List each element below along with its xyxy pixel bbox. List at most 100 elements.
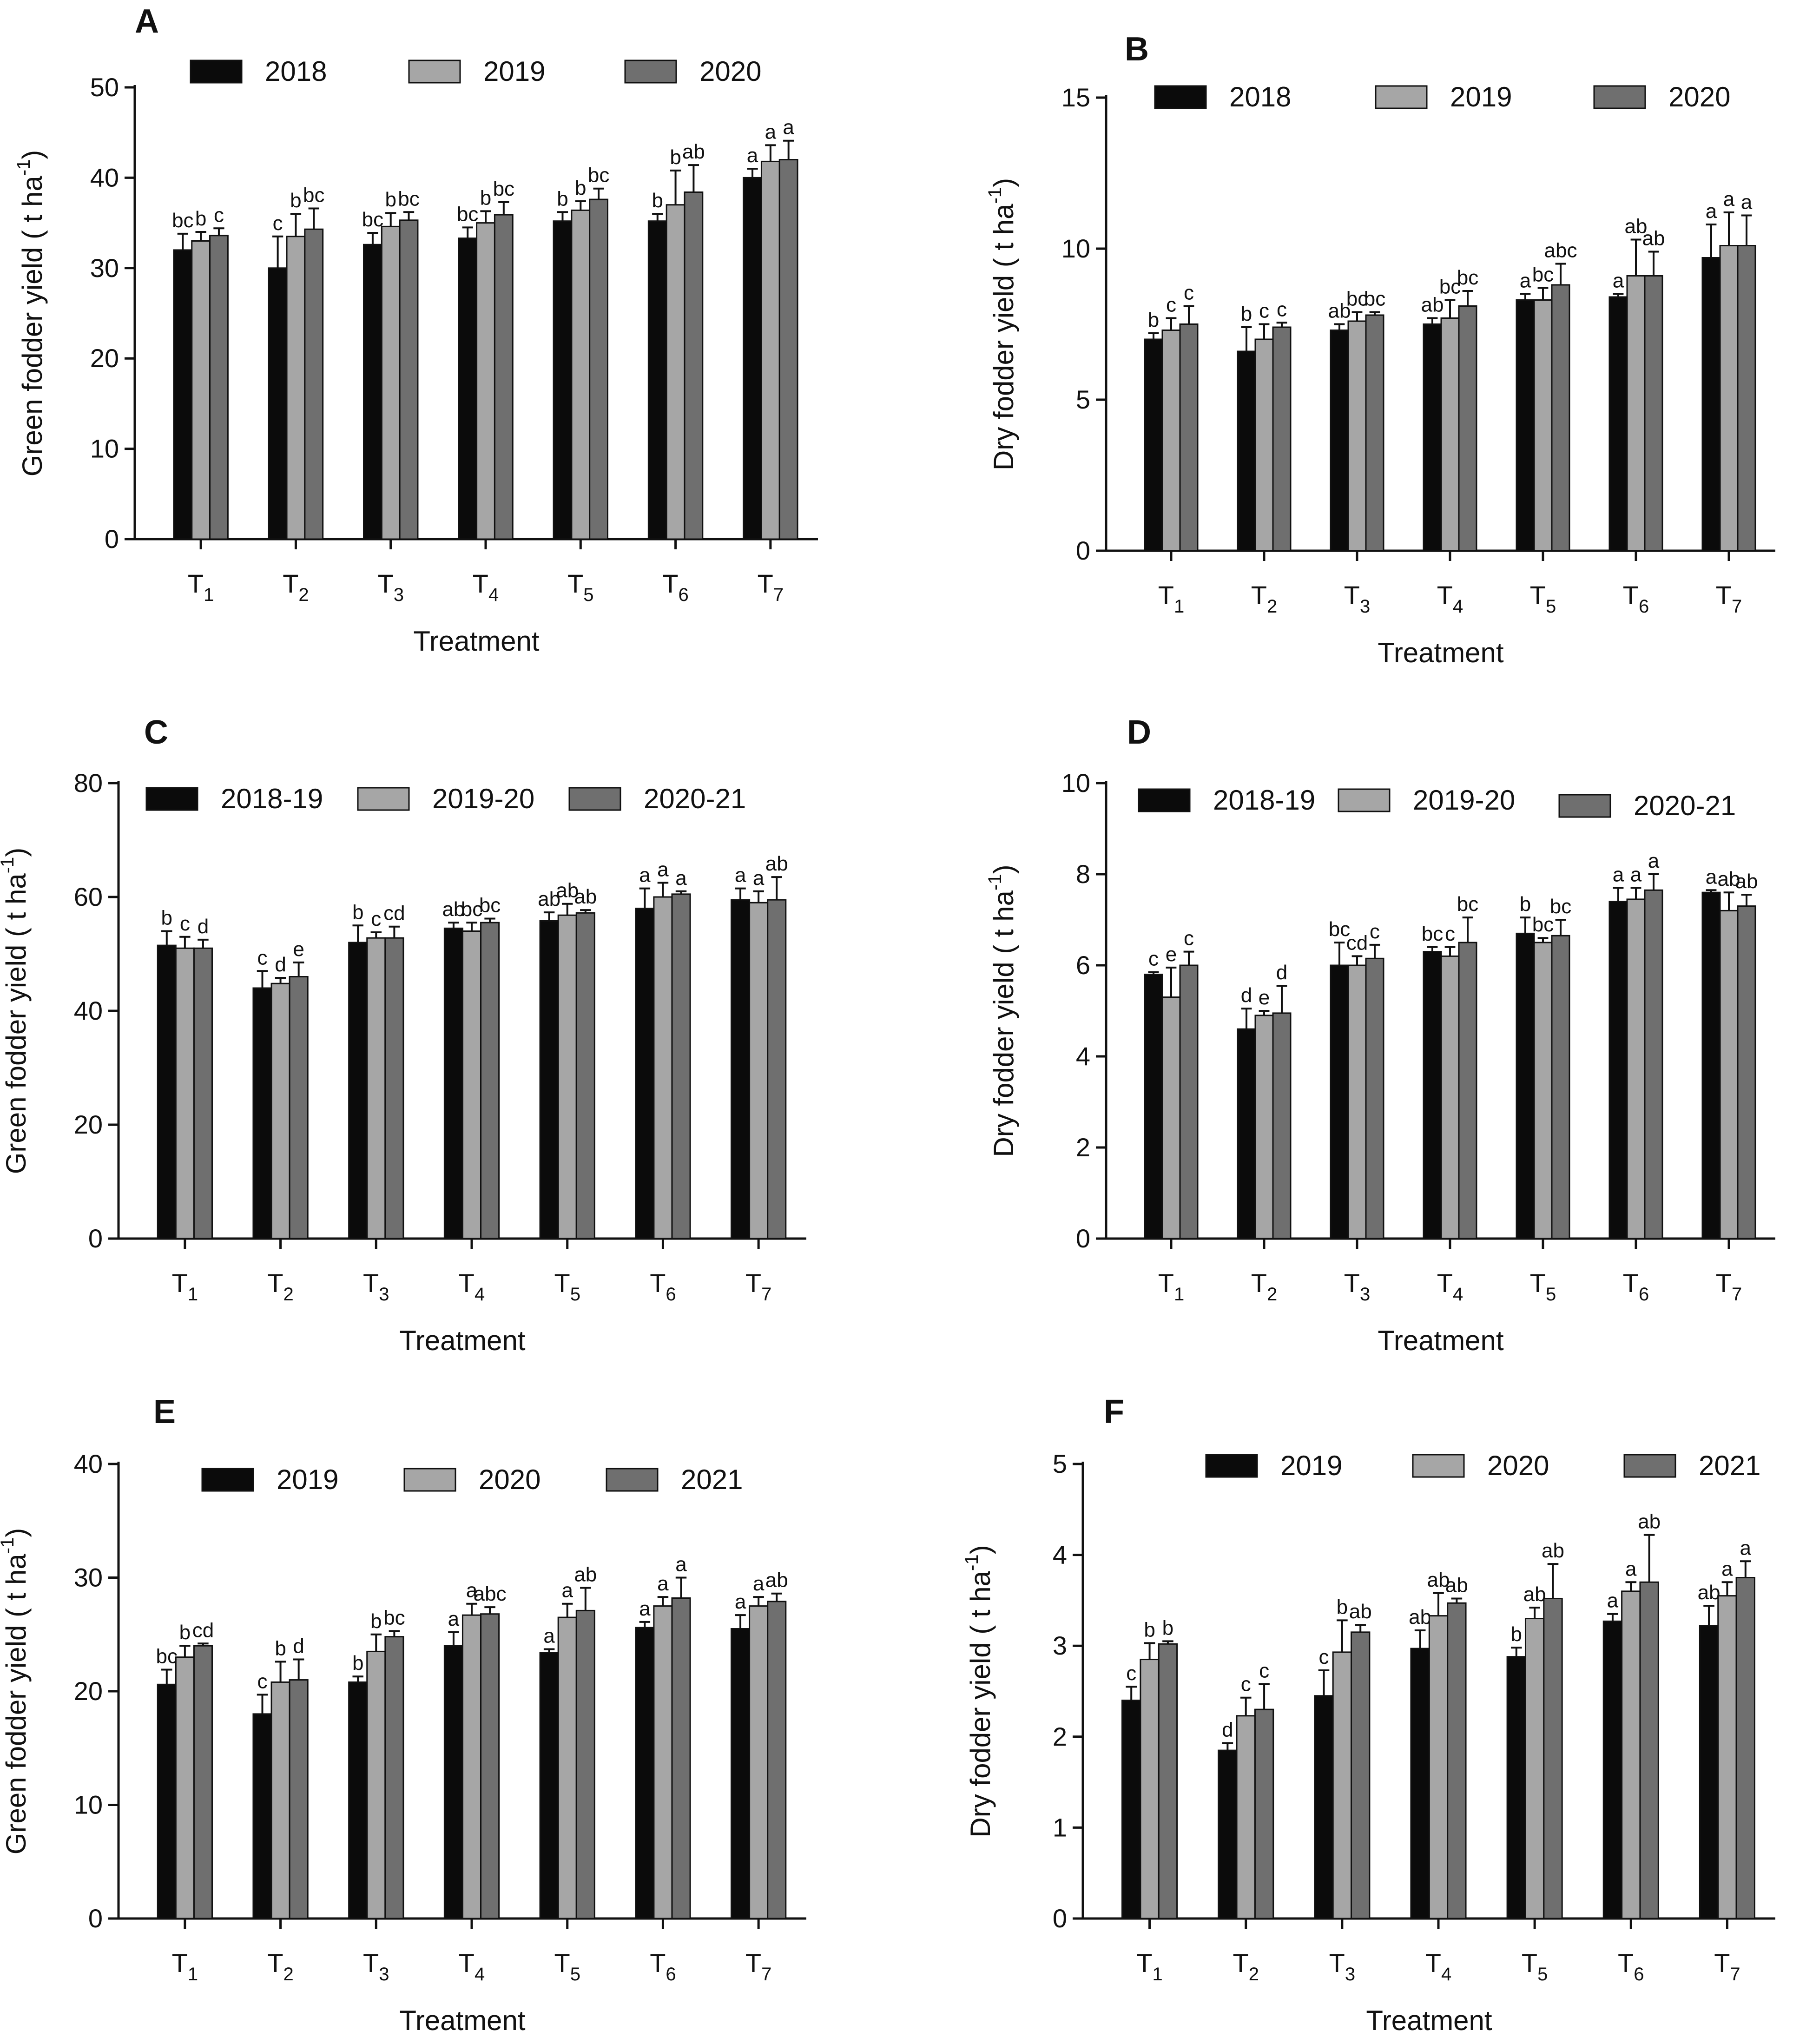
bar-2020-t7 [749, 1605, 769, 1919]
x-tick-label-t4: T4 [1425, 1948, 1451, 1985]
bar-2019-20-t5 [1533, 942, 1553, 1240]
legend-label-2020-21: 2020-21 [1634, 790, 1736, 821]
x-tick-label-t1: T1 [172, 1948, 198, 1985]
significance-letter: c [257, 946, 267, 969]
x-tick-label-t7: T7 [745, 1268, 771, 1305]
y-tick-label: 40 [74, 996, 103, 1025]
significance-letter: a [1740, 1536, 1752, 1559]
significance-letter: ab [1523, 1583, 1546, 1606]
legend-swatch-2020 [403, 1468, 456, 1492]
significance-letter: b [179, 1621, 191, 1644]
significance-letter: a [765, 120, 777, 143]
bar-2018-19-t2 [252, 987, 272, 1240]
x-tick-label-t6: T6 [1618, 1948, 1644, 1985]
significance-letter: ab [1698, 1581, 1720, 1604]
panel-label-d: D [1127, 714, 1151, 751]
x-tick-label-t2: T2 [1251, 580, 1277, 617]
significance-letter: b [290, 189, 301, 212]
x-axis-title: Treatment [1378, 637, 1504, 668]
bar-2018-t3 [363, 244, 382, 540]
x-tick-label-t5: T5 [567, 569, 593, 605]
x-tick-label-t2: T2 [267, 1948, 293, 1985]
significance-letter: b [1162, 1616, 1173, 1639]
bar-2019-t3 [1314, 1695, 1334, 1919]
x-tick-label-t1: T1 [172, 1268, 198, 1305]
y-axis-title: Dry fodder yield ( t ha-1) [962, 1545, 996, 1837]
legend-label-2020: 2020 [479, 1464, 541, 1495]
significance-letter: bc [1550, 895, 1571, 918]
y-tick-label: 3 [1053, 1631, 1067, 1660]
significance-letter: bc [457, 203, 478, 225]
x-tick-label-t5: T5 [554, 1268, 580, 1305]
bar-2020-21-t2 [289, 976, 309, 1240]
bar-2020-21-t3 [1365, 957, 1384, 1240]
bar-2019-20-t7 [1719, 910, 1739, 1240]
x-tick-label-t4: T4 [1437, 580, 1463, 617]
y-tick-label: 0 [88, 1904, 103, 1933]
significance-letter: b [385, 188, 396, 211]
bar-2018-19-t4 [443, 927, 463, 1240]
bar-2019-20-t1 [175, 947, 195, 1240]
legend-label-2018: 2018 [1229, 81, 1291, 112]
significance-letter: bc [398, 187, 419, 210]
panel-d: D 0 2 4 6 8 10 Dry fodder yield ( t ha-1) Treatm… [985, 714, 1775, 1356]
bar-2018-19-t6 [1608, 901, 1628, 1240]
bar-2019-20-t6 [653, 896, 673, 1240]
bar-2021-t2 [1254, 1708, 1274, 1919]
bar-2020-t2 [1236, 1715, 1256, 1919]
bar-2019-20-t5 [557, 914, 577, 1240]
bar-2018-t6 [647, 220, 667, 540]
bar-2020-21-t7 [1737, 905, 1756, 1240]
significance-letter: c [371, 908, 381, 930]
bar-2018-t6 [1608, 296, 1628, 552]
significance-letter: ab [1349, 1600, 1372, 1623]
significance-letter: d [275, 953, 286, 976]
x-axis-title: Treatment [399, 1325, 526, 1356]
bar-2019-20-t4 [461, 930, 482, 1240]
legend-label-2019-20: 2019-20 [432, 783, 534, 814]
significance-letter: a [1723, 188, 1735, 211]
bar-2020-21-t1 [193, 947, 213, 1240]
bar-2019-20-t3 [1347, 964, 1367, 1240]
significance-letter: a [1648, 850, 1660, 872]
y-axis-title: Green fodder yield ( t ha-1) [13, 150, 48, 477]
x-tick-label-t1: T1 [1158, 580, 1184, 617]
significance-letter: a [1607, 1589, 1619, 1612]
bar-2019-t3 [1347, 320, 1367, 552]
bar-2021-t7 [767, 1601, 787, 1919]
significance-letter: c [214, 204, 224, 226]
panel-b: B 0 5 10 15 Dry fodder yield ( t ha-1) Treatme… [985, 31, 1775, 668]
x-axis-title: Treatment [1378, 1325, 1504, 1356]
significance-letter: ab [765, 852, 788, 875]
significance-letter: a [466, 1579, 478, 1602]
significance-letter: ab [574, 885, 597, 908]
bar-2020-t5 [1551, 284, 1570, 552]
bar-2020-t4 [494, 214, 514, 540]
bar-2019-20-t7 [749, 902, 769, 1240]
significance-letter: c [1241, 1673, 1251, 1696]
bar-2021-t4 [480, 1613, 500, 1919]
x-tick-label-t4: T4 [459, 1268, 485, 1305]
significance-letter: a [657, 1572, 669, 1595]
bar-2019-t7 [1719, 245, 1739, 552]
significance-letter: a [639, 1597, 651, 1620]
legend-swatch-2019 [408, 59, 461, 84]
x-tick-label-t5: T5 [1530, 580, 1556, 617]
significance-letter: ab [1625, 215, 1648, 238]
significance-letter: bc [362, 208, 383, 231]
significance-letter: a [657, 858, 669, 881]
significance-letter: b [575, 177, 586, 199]
significance-letter: ab [682, 140, 705, 163]
significance-letter: bc [303, 184, 324, 206]
bar-2021-t6 [1639, 1581, 1659, 1919]
significance-letter: c [1126, 1662, 1136, 1685]
bar-2019-20-t4 [1440, 955, 1460, 1240]
x-axis-title: Treatment [413, 626, 540, 657]
significance-letter: d [1276, 961, 1287, 984]
significance-letter: ab [538, 888, 560, 910]
bar-2018-19-t1 [157, 944, 177, 1240]
legend-label-2018-19: 2018-19 [221, 783, 323, 814]
bar-2018-19-t7 [1701, 891, 1721, 1240]
bar-2018-t4 [1423, 323, 1442, 552]
significance-letter: e [1259, 986, 1270, 1009]
